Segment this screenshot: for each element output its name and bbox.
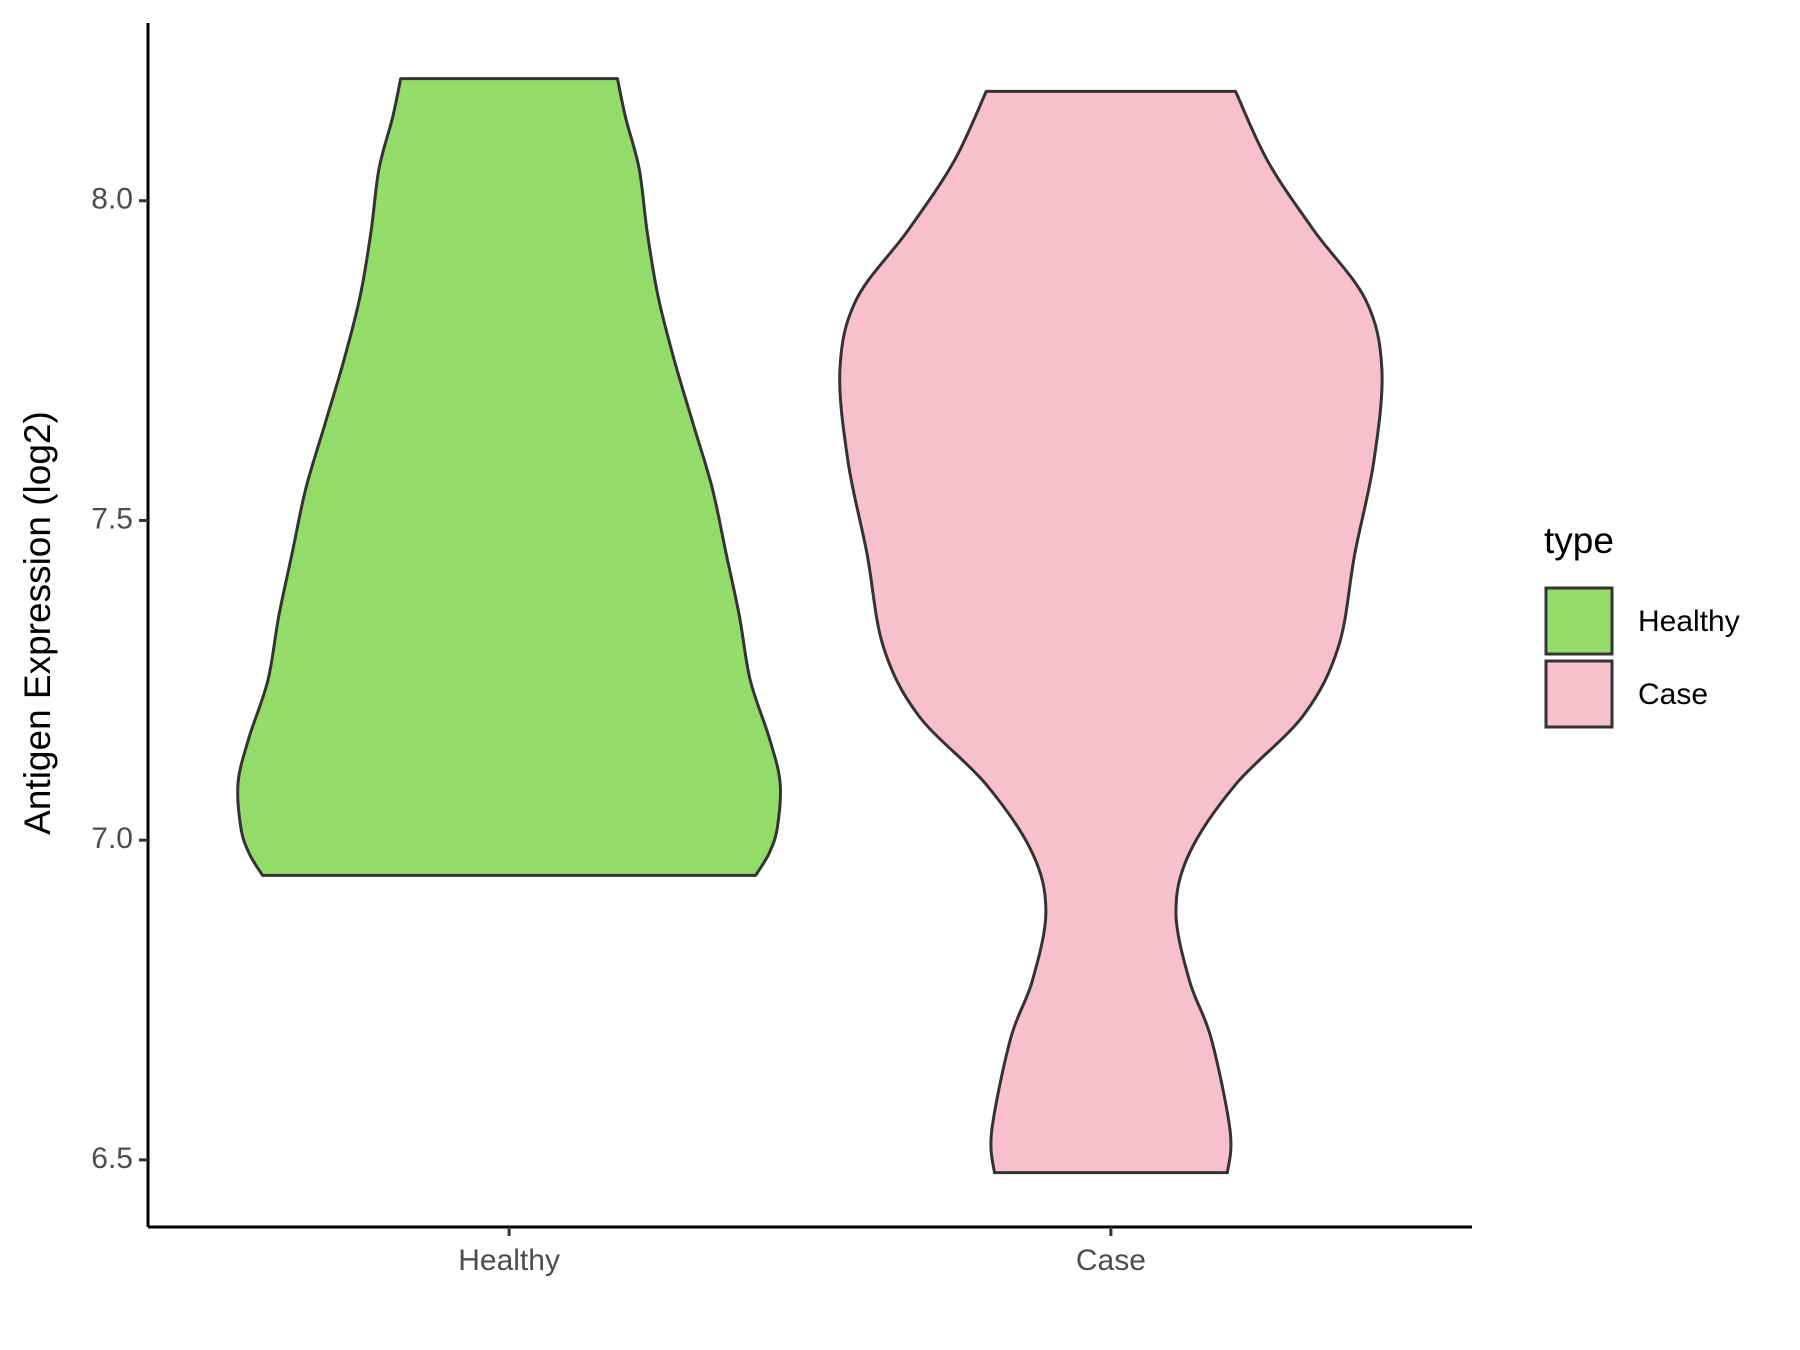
legend-label: Healthy <box>1638 605 1740 638</box>
legend-title: type <box>1544 520 1614 561</box>
y-tick-label: 7.0 <box>91 822 133 855</box>
y-tick-label: 6.5 <box>91 1142 133 1175</box>
violin <box>838 89 1384 1175</box>
violin <box>236 77 782 877</box>
legend-key <box>1544 586 1614 656</box>
x-tick-label: Healthy <box>458 1244 560 1277</box>
legend-label: Case <box>1638 678 1708 711</box>
y-tick-label: 7.5 <box>91 502 133 535</box>
y-axis-title: Antigen Expression (log2) <box>17 411 58 835</box>
x-tick-label: Case <box>1076 1244 1146 1277</box>
y-tick-label: 8.0 <box>91 183 133 216</box>
legend-key <box>1544 659 1614 729</box>
